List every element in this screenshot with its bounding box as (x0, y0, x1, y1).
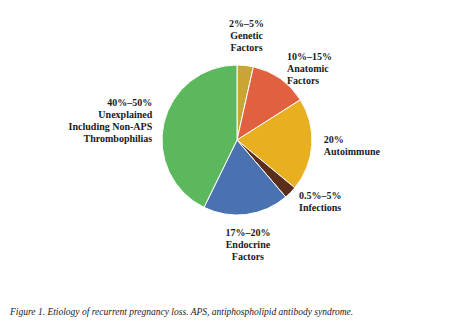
slice-label-line: Endocrine (226, 239, 271, 250)
slice-label-line: Thrombophilias (84, 133, 153, 144)
slice-label-line: Anatomic (287, 63, 329, 74)
slice-label: 2%–5%GeneticFactors (229, 18, 264, 53)
pie (162, 65, 312, 215)
slice-label-line: 40%–50% (107, 97, 152, 108)
slice-label-line: 2%–5% (229, 18, 264, 29)
slice-label-line: Factors (230, 42, 262, 53)
slice-label-line: Including Non-APS (69, 121, 153, 132)
caption: Figure 1. Etiology of recurrent pregnanc… (9, 307, 353, 317)
slice-label-line: Factors (287, 75, 319, 86)
slice-label-line: 17%–20% (225, 227, 270, 238)
slice-label-line: Factors (232, 251, 264, 262)
slice-label-line: Genetic (230, 30, 263, 41)
pie-slice (162, 65, 237, 207)
slice-label: 0.5%–5%Infections (299, 190, 342, 213)
slice-label-line: Infections (299, 202, 341, 213)
slice-label: 40%–50%UnexplainedIncluding Non-APSThrom… (69, 97, 153, 144)
chart: 2%–5%GeneticFactors10%–15%AnatomicFactor… (0, 0, 474, 323)
slice-label-line: Autoimmune (324, 146, 381, 157)
slice-label-line: 20% (324, 134, 344, 145)
slice-label: 10%–15%AnatomicFactors (287, 51, 332, 86)
slice-label-line: Unexplained (98, 109, 152, 120)
slice-label-line: 0.5%–5% (299, 190, 342, 201)
slice-label-line: 10%–15% (287, 51, 332, 62)
slice-label: 20%Autoimmune (324, 134, 381, 157)
slice-labels: 2%–5%GeneticFactors10%–15%AnatomicFactor… (69, 18, 381, 263)
slice-label: 17%–20%EndocrineFactors (225, 227, 270, 262)
